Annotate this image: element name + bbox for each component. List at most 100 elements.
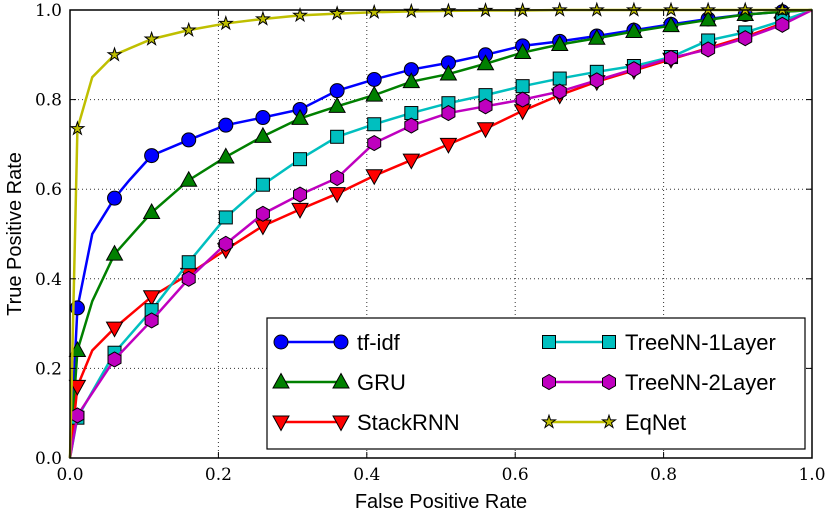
data-point (68, 379, 87, 396)
legend: tf-idf GRU StackRNN TreeNN-1Layer TreeNN-2La… (266, 317, 806, 450)
data-point (329, 83, 345, 99)
data-point (69, 120, 86, 136)
data-point (70, 407, 85, 424)
data-point (107, 351, 122, 368)
data-point (515, 91, 530, 108)
data-point (402, 72, 421, 89)
data-point (439, 137, 458, 154)
legend-label: tf-idf (357, 330, 401, 355)
data-point (255, 110, 271, 126)
legend-marker (602, 335, 616, 349)
data-point (478, 98, 493, 115)
data-point (552, 71, 567, 86)
x-tick-label: 1.0 (798, 465, 825, 485)
data-point (736, 4, 755, 21)
x-tick-label: 0.6 (502, 465, 529, 485)
data-point (439, 64, 458, 81)
data-point (775, 16, 790, 33)
data-point (218, 210, 233, 225)
plot-frame (69, 9, 813, 459)
x-tick-label: 0.2 (205, 465, 232, 485)
data-point (328, 96, 346, 113)
grid (70, 10, 812, 458)
data-point (292, 6, 309, 23)
data-point (216, 147, 235, 164)
y-tick-label: 0.8 (35, 91, 62, 111)
x-tick-label: 0.0 (56, 465, 83, 485)
legend-item: tf-idf (273, 330, 401, 355)
data-point (143, 30, 160, 46)
data-point (142, 202, 161, 219)
data-point (662, 16, 680, 33)
data-point (367, 134, 382, 152)
data-point (402, 153, 421, 170)
data-point (476, 122, 495, 139)
x-axis-label: False Positive Rate (355, 491, 527, 513)
data-point (217, 15, 234, 31)
data-point (367, 117, 382, 132)
data-point (515, 79, 530, 94)
data-point (404, 117, 419, 134)
data-point (365, 169, 384, 186)
x-tick-label: 0.8 (650, 465, 677, 485)
y-tick-label: 0.2 (35, 359, 62, 379)
legend-marker (542, 373, 556, 391)
legend-marker (273, 334, 289, 350)
data-point (105, 321, 124, 338)
data-point (366, 3, 383, 20)
data-point (366, 71, 382, 87)
legend-label: EqNet (625, 410, 686, 435)
data-point (699, 10, 717, 27)
legend-item: TreeNN-1Layer (542, 330, 776, 355)
data-point (254, 126, 272, 143)
legend-marker (540, 413, 558, 429)
legend-marker (602, 373, 616, 391)
legend-marker (332, 415, 350, 432)
data-point (181, 255, 196, 270)
data-point (218, 117, 234, 133)
legend-label: TreeNN-2Layer (625, 370, 776, 395)
data-point (550, 34, 569, 51)
data-point (218, 235, 233, 252)
data-point (329, 5, 346, 21)
legend-item: EqNet (540, 410, 686, 435)
data-point (293, 186, 308, 203)
y-tick-label: 1.0 (35, 1, 62, 21)
data-point (181, 270, 196, 287)
series-line (68, 8, 813, 459)
data-point (441, 104, 456, 122)
legend-item: GRU (272, 370, 406, 395)
data-point (626, 61, 641, 78)
data-point (738, 30, 753, 47)
data-point (589, 72, 604, 89)
y-tick-label: 0.0 (35, 449, 62, 469)
data-point (664, 49, 679, 67)
data-point (476, 54, 495, 71)
data-point (291, 108, 309, 125)
legend-item: StackRNN (272, 410, 460, 435)
series-line (68, 8, 813, 459)
y-axis-label: True Positive Rate (4, 152, 26, 316)
series-TreeNN-2Layer (68, 8, 813, 459)
data-point (291, 202, 309, 219)
legend-marker (272, 372, 290, 389)
series-layer (68, 1, 813, 459)
data-point (179, 170, 198, 187)
data-point (330, 169, 345, 187)
data-point (587, 28, 606, 45)
data-point (552, 83, 567, 100)
axis-ticks (69, 9, 813, 459)
legend-marker (272, 415, 290, 432)
legend-marker (333, 334, 349, 350)
data-point (365, 85, 384, 102)
data-point (105, 244, 124, 261)
legend-label: GRU (357, 370, 406, 395)
tick-labels: 0.0 0.2 0.4 0.6 0.8 1.0 0.0 0.2 0.4 0.6 0.8 1.0 (35, 1, 826, 485)
data-point (701, 41, 716, 58)
x-tick-label: 0.4 (353, 465, 380, 485)
data-point (144, 148, 160, 164)
data-point (106, 46, 123, 62)
legend-label: TreeNN-1Layer (625, 330, 776, 355)
data-point (142, 290, 161, 307)
legend-marker (600, 413, 618, 429)
